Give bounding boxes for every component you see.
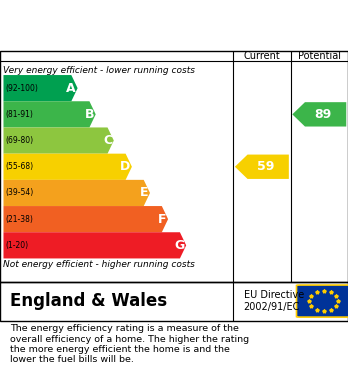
Polygon shape (3, 101, 96, 127)
Text: F: F (158, 213, 166, 226)
Text: The energy efficiency rating is a measure of the
overall efficiency of a home. T: The energy efficiency rating is a measur… (10, 324, 250, 364)
Text: (39-54): (39-54) (5, 188, 33, 197)
Text: (21-38): (21-38) (5, 215, 33, 224)
Text: Current: Current (244, 51, 280, 61)
Text: (92-100): (92-100) (5, 84, 38, 93)
Text: EU Directive
2002/91/EC: EU Directive 2002/91/EC (244, 290, 304, 312)
Text: England & Wales: England & Wales (10, 292, 168, 310)
Text: 59: 59 (257, 160, 274, 173)
Text: Energy Efficiency Rating: Energy Efficiency Rating (14, 16, 261, 34)
Text: G: G (174, 239, 184, 252)
FancyBboxPatch shape (296, 285, 348, 317)
Polygon shape (3, 75, 78, 101)
Polygon shape (3, 127, 114, 154)
Text: A: A (66, 82, 76, 95)
Polygon shape (3, 154, 132, 180)
Text: (69-80): (69-80) (5, 136, 33, 145)
Text: C: C (103, 134, 112, 147)
Text: E: E (140, 187, 148, 199)
Text: Not energy efficient - higher running costs: Not energy efficient - higher running co… (3, 260, 195, 269)
Text: (55-68): (55-68) (5, 162, 33, 171)
Text: D: D (120, 160, 130, 173)
Text: Very energy efficient - lower running costs: Very energy efficient - lower running co… (3, 66, 196, 75)
Polygon shape (3, 180, 150, 206)
Polygon shape (3, 206, 168, 232)
Text: B: B (85, 108, 94, 121)
Text: (81-91): (81-91) (5, 110, 33, 119)
Text: 89: 89 (315, 108, 332, 121)
Text: (1-20): (1-20) (5, 241, 28, 250)
Text: Potential: Potential (298, 51, 341, 61)
Polygon shape (3, 232, 186, 258)
Polygon shape (235, 154, 289, 179)
Polygon shape (292, 102, 346, 127)
